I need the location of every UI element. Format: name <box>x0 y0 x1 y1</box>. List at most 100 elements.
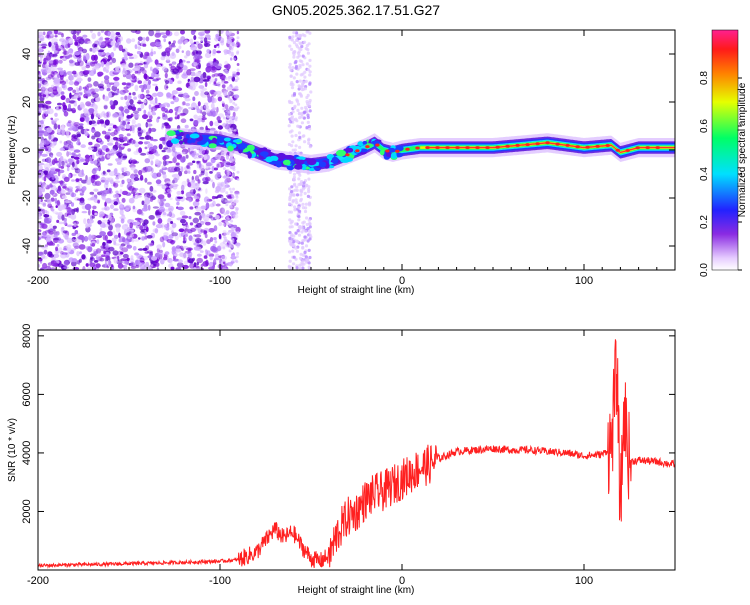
noise-speckle <box>66 151 70 157</box>
noise-speckle <box>52 225 57 229</box>
noise-speckle <box>100 80 104 85</box>
noise-speckle <box>297 125 301 129</box>
noise-speckle <box>61 84 66 89</box>
noise-speckle <box>287 124 291 128</box>
noise-speckle <box>87 77 92 82</box>
noise-speckle <box>50 168 55 174</box>
noise-speckle <box>226 169 230 173</box>
noise-speckle <box>133 65 141 71</box>
noise-speckle <box>43 139 50 146</box>
noise-speckle <box>194 175 200 182</box>
noise-speckle <box>68 62 76 67</box>
noise-speckle <box>85 157 90 163</box>
noise-speckle <box>160 258 165 265</box>
noise-speckle <box>61 124 65 131</box>
noise-speckle <box>47 87 54 93</box>
noise-speckle <box>132 205 136 210</box>
noise-speckle <box>167 217 172 223</box>
noise-speckle <box>221 101 225 104</box>
noise-speckle <box>38 213 41 218</box>
noise-speckle <box>295 72 299 76</box>
noise-speckle <box>225 244 229 248</box>
noise-speckle <box>299 193 303 197</box>
noise-speckle <box>300 121 304 125</box>
noise-speckle <box>296 108 300 112</box>
noise-speckle <box>90 256 94 260</box>
noise-speckle <box>79 201 86 206</box>
noise-speckle <box>41 254 46 259</box>
noise-speckle <box>149 185 154 192</box>
noise-speckle <box>308 64 312 68</box>
noise-speckle <box>298 256 303 260</box>
noise-speckle <box>104 131 112 136</box>
noise-speckle <box>191 152 195 158</box>
noise-speckle <box>118 106 124 111</box>
noise-speckle <box>165 56 171 61</box>
noise-speckle <box>298 135 302 139</box>
noise-speckle <box>82 266 86 270</box>
noise-speckle <box>156 32 162 36</box>
noise-speckle <box>168 211 173 217</box>
noise-speckle <box>133 169 138 174</box>
ridge-peak <box>505 144 510 148</box>
noise-speckle <box>50 197 55 202</box>
noise-speckle <box>188 216 192 220</box>
noise-speckle <box>92 205 97 210</box>
snr-ylabel: SNR (10 * v/v) <box>7 418 18 482</box>
noise-speckle <box>100 179 105 183</box>
noise-speckle <box>46 52 51 56</box>
noise-speckle <box>51 175 55 180</box>
noise-speckle <box>38 34 41 39</box>
noise-speckle <box>73 122 80 127</box>
noise-speckle <box>115 158 123 163</box>
noise-speckle <box>54 197 58 204</box>
noise-speckle <box>165 30 171 36</box>
noise-speckle <box>76 131 81 138</box>
noise-speckle <box>43 57 47 65</box>
noise-speckle <box>307 177 311 181</box>
noise-speckle <box>41 46 47 49</box>
noise-speckle <box>66 134 70 138</box>
noise-speckle <box>158 252 164 256</box>
noise-speckle <box>203 102 209 106</box>
y-tick-label: -40 <box>21 238 33 254</box>
ridge-peak <box>375 143 380 147</box>
noise-speckle <box>52 64 58 68</box>
noise-speckle <box>137 129 144 135</box>
noise-speckle <box>68 80 75 86</box>
noise-speckle <box>212 200 216 207</box>
noise-speckle <box>195 267 203 270</box>
noise-speckle <box>122 89 129 93</box>
noise-speckle <box>61 40 67 47</box>
noise-speckle <box>228 249 232 253</box>
noise-speckle <box>222 207 225 213</box>
noise-speckle <box>47 203 53 208</box>
noise-speckle <box>40 68 47 73</box>
noise-speckle <box>66 207 73 214</box>
noise-speckle <box>79 158 86 162</box>
noise-speckle <box>198 85 205 89</box>
noise-speckle <box>290 86 295 90</box>
noise-speckle <box>79 178 83 181</box>
noise-speckle <box>230 127 234 131</box>
noise-speckle <box>201 210 205 214</box>
colorbar-label: Normalized spectral amplitude <box>737 82 748 217</box>
noise-speckle <box>165 80 169 85</box>
ridge-blob <box>362 140 368 145</box>
noise-speckle <box>97 31 101 37</box>
noise-speckle <box>65 192 71 195</box>
noise-speckle <box>127 148 132 152</box>
noise-speckle <box>193 76 201 83</box>
noise-speckle <box>79 117 85 122</box>
noise-speckle <box>207 96 213 103</box>
noise-speckle <box>38 216 42 220</box>
noise-speckle <box>149 260 156 264</box>
noise-speckle <box>292 30 296 35</box>
noise-speckle <box>114 180 121 184</box>
y-tick-label: 8000 <box>21 324 33 348</box>
noise-speckle <box>229 205 233 209</box>
noise-speckle <box>189 68 196 71</box>
noise-speckle <box>52 211 58 214</box>
noise-speckle <box>142 43 147 47</box>
